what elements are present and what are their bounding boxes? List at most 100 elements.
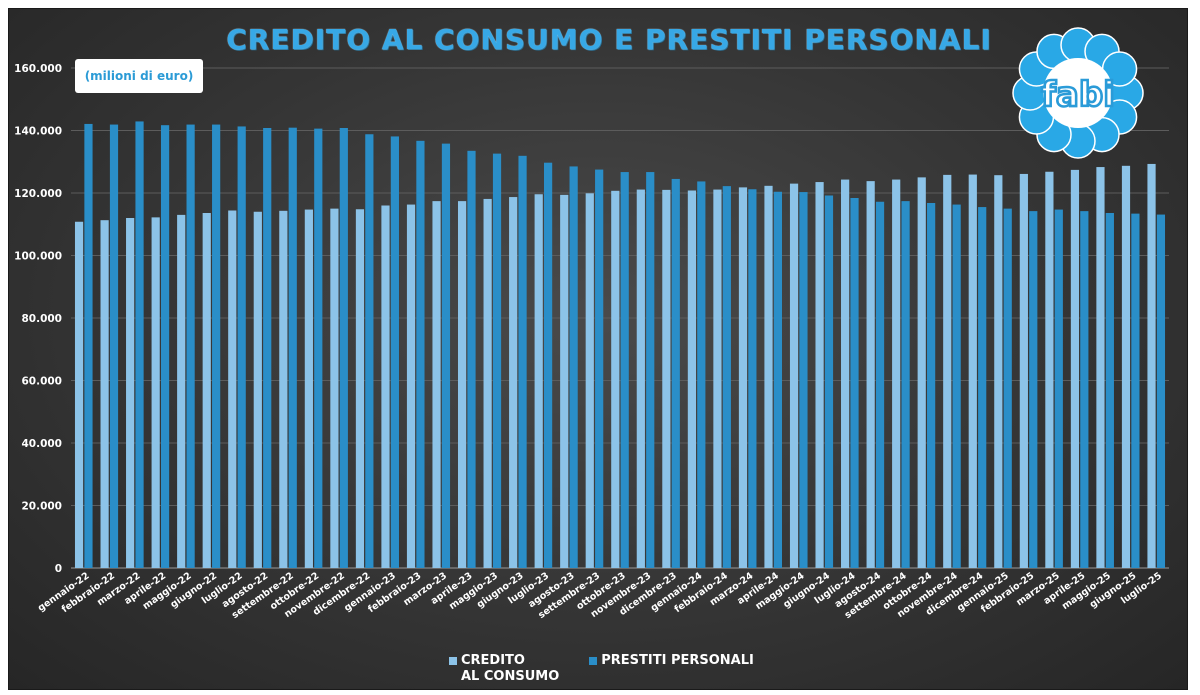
- bar-prestiti: [390, 136, 399, 568]
- y-tick-label: 0: [55, 563, 62, 575]
- logo-center: [1043, 58, 1113, 128]
- bar-prestiti: [620, 172, 629, 568]
- bar-credito: [560, 194, 569, 568]
- y-tick-label: 40.000: [21, 438, 62, 450]
- bar-credito: [253, 211, 262, 568]
- y-tick-label: 60.000: [21, 376, 62, 388]
- bar-prestiti: [824, 195, 834, 568]
- bar-credito: [202, 213, 211, 568]
- bar-prestiti: [135, 121, 144, 568]
- bar-credito: [943, 174, 952, 568]
- bar-credito: [151, 217, 160, 568]
- bar-credito: [355, 209, 365, 568]
- bar-prestiti: [441, 143, 451, 568]
- bar-prestiti: [850, 198, 859, 568]
- x-axis-ticks: gennaio-22febbraio-22marzo-22aprile-22ma…: [36, 570, 1164, 621]
- bar-prestiti: [722, 186, 731, 568]
- legend-label-credito-line1: CREDITO: [461, 653, 525, 668]
- bar-credito: [534, 194, 543, 568]
- bar-credito: [381, 205, 390, 568]
- y-tick-label: 140.000: [14, 126, 62, 138]
- bar-prestiti: [799, 192, 808, 568]
- y-tick-label: 80.000: [21, 313, 62, 325]
- bar-prestiti: [901, 201, 910, 568]
- bar-prestiti: [109, 124, 119, 568]
- legend-label-prestiti: PRESTITI PERSONALI: [601, 653, 754, 668]
- bar-prestiti: [263, 128, 272, 568]
- bar-credito: [509, 197, 518, 568]
- legend: CREDITO AL CONSUMO PRESTITI PERSONALI: [449, 653, 754, 693]
- chart-plot: 0 20.000 40.000 60.000 80.000 100.000 120.000 1…: [14, 63, 1169, 621]
- bar-credito: [687, 190, 697, 568]
- bar-credito: [866, 181, 875, 568]
- unit-label-box: (milioni di euro): [75, 59, 203, 93]
- y-tick-label: 160.000: [14, 63, 62, 75]
- bar-credito: [585, 193, 594, 568]
- bar-prestiti: [697, 181, 706, 568]
- bar-credito: [126, 218, 135, 568]
- y-axis-ticks: 0 20.000 40.000 60.000 80.000 100.000 120.000 1…: [14, 63, 62, 575]
- bar-prestiti: [748, 189, 757, 568]
- bar-credito: [815, 182, 824, 568]
- y-tick-label: 120.000: [14, 188, 62, 200]
- bar-prestiti: [543, 162, 553, 568]
- bar-credito: [892, 179, 901, 568]
- bar-credito: [917, 177, 926, 568]
- bar-prestiti: [595, 169, 604, 568]
- bar-credito: [738, 187, 748, 568]
- bar-prestiti: [288, 127, 297, 568]
- bar-prestiti: [646, 172, 655, 568]
- bar-prestiti: [314, 128, 323, 568]
- bar-prestiti: [671, 178, 680, 568]
- bar-prestiti: [1003, 208, 1012, 568]
- bar-credito: [177, 214, 186, 568]
- bar-prestiti: [1156, 214, 1166, 568]
- bar-credito: [1045, 171, 1054, 568]
- bar-credito: [994, 175, 1003, 568]
- bar-prestiti: [339, 128, 348, 568]
- legend-item-credito: CREDITO AL CONSUMO: [449, 653, 559, 693]
- bar-credito: [279, 210, 288, 568]
- bar-credito: [1019, 173, 1028, 568]
- y-tick-label: 100.000: [14, 251, 62, 263]
- legend-swatch-credito: [449, 657, 457, 665]
- bar-prestiti: [84, 123, 93, 568]
- bar-prestiti: [186, 124, 195, 568]
- bar-credito: [713, 189, 722, 568]
- bar-prestiti: [773, 191, 783, 568]
- bar-credito: [1070, 169, 1080, 568]
- bar-prestiti: [875, 201, 885, 568]
- legend-swatch-prestiti: [589, 657, 598, 665]
- bar-credito: [662, 189, 671, 568]
- bar-prestiti: [492, 153, 502, 568]
- bar-credito: [457, 201, 467, 568]
- bar-credito: [483, 198, 492, 568]
- bar-credito: [228, 210, 237, 568]
- bar-credito: [636, 189, 645, 568]
- bar-prestiti: [365, 134, 374, 568]
- bar-credito: [968, 174, 977, 568]
- bar-prestiti: [1054, 209, 1063, 568]
- legend-item-prestiti: PRESTITI PERSONALI: [589, 653, 754, 693]
- bars: [74, 121, 1166, 568]
- bar-prestiti: [978, 207, 987, 568]
- bar-credito: [74, 221, 84, 568]
- bar-prestiti: [467, 150, 476, 568]
- bar-prestiti: [927, 203, 936, 568]
- bar-credito: [1096, 167, 1105, 568]
- bar-credito: [789, 183, 799, 568]
- bar-prestiti: [237, 126, 246, 568]
- fabi-logo: fabi: [1012, 27, 1144, 159]
- logo-text: fabi: [1041, 75, 1115, 115]
- bar-prestiti: [160, 125, 170, 568]
- bar-prestiti: [1131, 213, 1140, 568]
- unit-label: (milioni di euro): [84, 69, 194, 83]
- bar-credito: [764, 185, 773, 568]
- bar-prestiti: [518, 155, 527, 568]
- bar-credito: [432, 201, 441, 568]
- bar-prestiti: [416, 140, 425, 568]
- bar-credito: [100, 220, 109, 568]
- bar-prestiti: [1105, 213, 1114, 568]
- bar-credito: [330, 208, 339, 568]
- bar-prestiti: [1080, 211, 1089, 568]
